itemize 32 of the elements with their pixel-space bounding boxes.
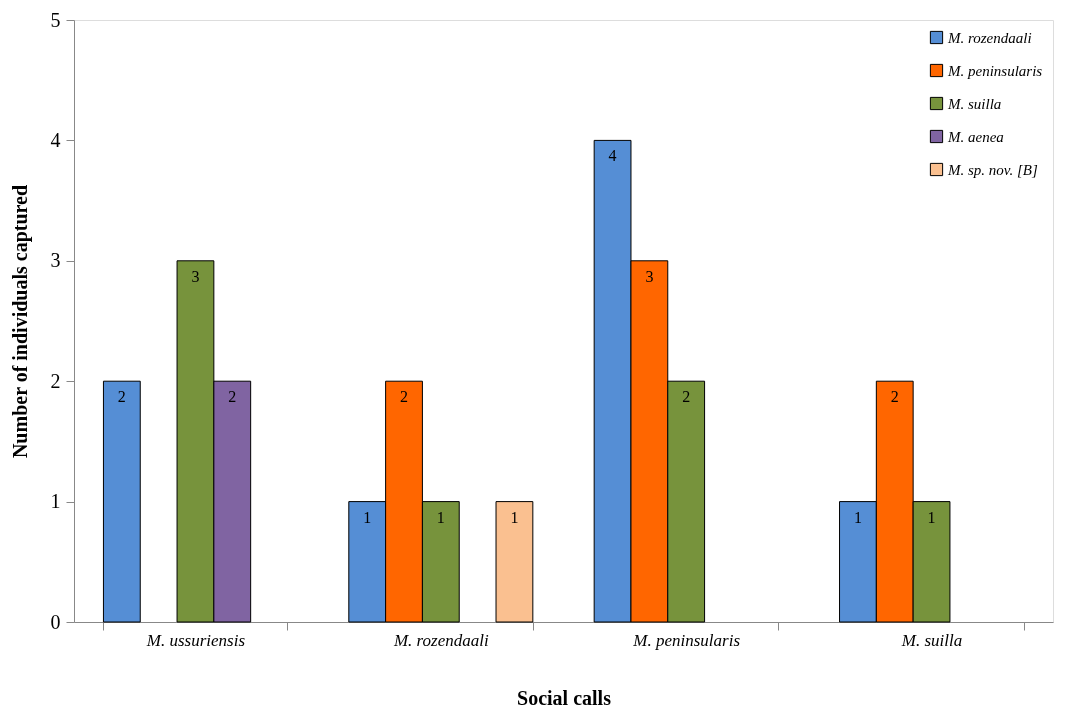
data-label: 2: [228, 388, 237, 406]
bar: [102, 380, 141, 623]
y-tick-label: 5: [50, 8, 61, 31]
y-tick-label: 3: [50, 249, 61, 272]
legend-label: M. rozendaali: [947, 29, 1032, 46]
data-label: 2: [117, 388, 126, 406]
legend-label: M. suilla: [947, 95, 1002, 112]
data-label: 1: [436, 508, 445, 526]
x-tick-label: M. rozendaali: [392, 630, 489, 650]
x-tick-label: M. ussuriensis: [145, 630, 246, 650]
data-label: 1: [927, 508, 936, 526]
legend-label: M. peninsularis: [947, 62, 1043, 79]
x-tick-label: M. peninsularis: [632, 630, 741, 650]
y-tick-label: 2: [50, 369, 61, 392]
y-tick-label: 1: [50, 490, 61, 513]
bar: [495, 501, 534, 623]
x-tick-label: M. suilla: [900, 630, 963, 650]
data-label: 3: [191, 267, 200, 285]
y-axis-title: Number of individuals captured: [8, 184, 32, 459]
data-label: 1: [363, 508, 372, 526]
legend-label: M. aenea: [947, 128, 1004, 145]
y-tick-label: 4: [50, 128, 61, 151]
data-label: 1: [853, 508, 862, 526]
data-label: 4: [608, 147, 617, 165]
data-label: 2: [682, 388, 691, 406]
y-tick-label: 0: [50, 610, 61, 633]
legend-label: M. sp. nov. [B]: [947, 161, 1038, 178]
data-label: 2: [890, 388, 899, 406]
data-label: 1: [510, 508, 519, 526]
x-axis-title: Social calls: [517, 686, 612, 709]
data-label: 2: [400, 388, 409, 406]
data-label: 3: [645, 267, 654, 285]
